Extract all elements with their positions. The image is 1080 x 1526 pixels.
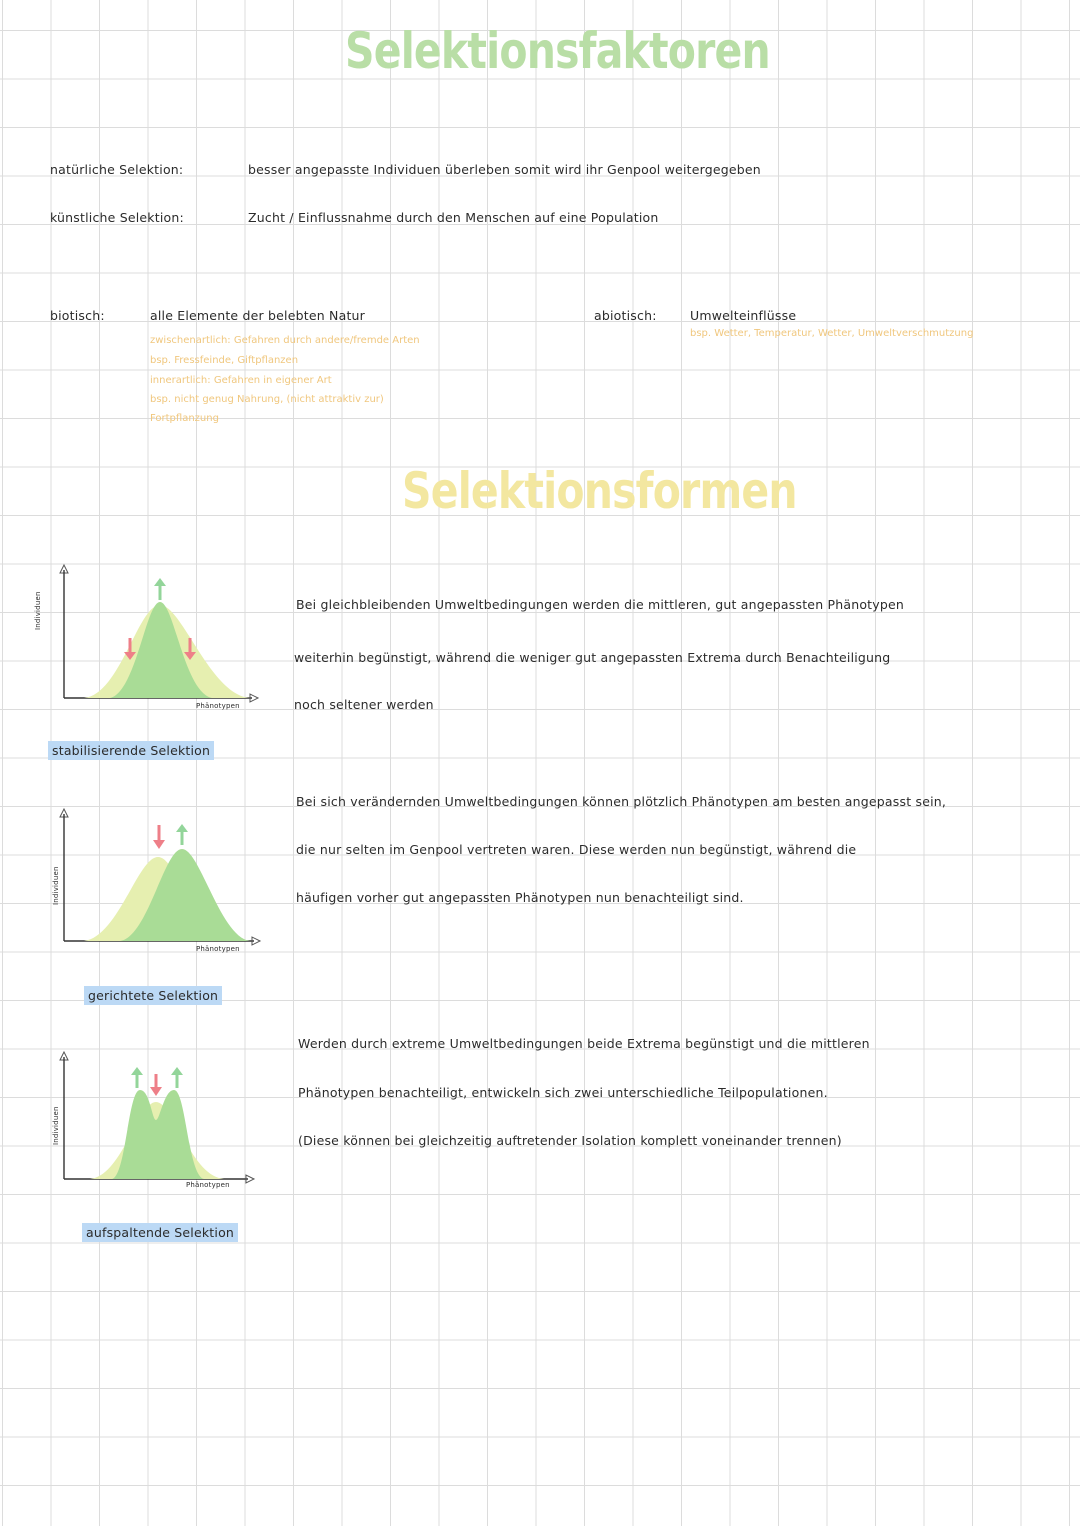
natural-selection-term: natürliche Selektion: [50,162,184,177]
down-arrow-icon [184,638,196,660]
section-title: Selektionsformen [402,462,798,520]
selection-label: stabilisierende Selektion [48,741,215,760]
abiotic-text: Umwelteinflüsse [690,308,797,323]
axis-x-arrow-icon [245,1174,256,1184]
stabilizing-graph [59,563,260,703]
up-arrow-icon [176,824,188,845]
abiotic-note: bsp. Wetter, Temperatur, Wetter, Umweltv… [690,328,974,339]
up-arrow-icon [171,1067,183,1088]
description-line: noch seltener werden [294,697,434,712]
selection-label: gerichtete Selektion [84,986,223,1005]
description-line: Bei gleichbleibenden Umweltbedingungen w… [296,597,905,612]
biotic-note-2: bsp. Fressfeinde, Giftpflanzen [150,355,299,366]
curve-after [112,1090,204,1179]
natural-selection-text: besser angepasste Individuen überleben s… [248,162,761,177]
y-axis-label: Individuen [52,1106,60,1145]
description-line: die nur selten im Genpool vertreten ware… [296,842,857,857]
description-line: Phänotypen benachteiligt, entwickeln sic… [298,1085,828,1100]
artificial-selection-text: Zucht / Einflussnahme durch den Menschen… [248,210,659,225]
description-line: weiterhin begünstigt, während die wenige… [294,650,891,665]
down-arrow-icon [150,1074,162,1096]
abiotic-term: abiotisch: [594,308,657,323]
biotic-note-5: Fortpflanzung [150,413,219,424]
y-axis-label: Individuen [52,866,60,905]
y-axis-label: Individuen [34,591,42,630]
description-line: (Diese können bei gleichzeitig auftreten… [298,1133,842,1148]
down-arrow-icon [124,638,136,660]
up-arrow-icon [154,578,166,600]
curve-after [120,849,250,941]
directional-graph [59,807,262,946]
description-line: Werden durch extreme Umweltbedingungen b… [298,1036,870,1051]
x-axis-label: Phänotypen [196,945,240,953]
biotic-note-3: innerartlich: Gefahren in eigener Art [150,375,332,386]
biotic-note-4: bsp. nicht genug Nahrung, (nicht attrakt… [150,394,384,405]
description-line: häufigen vorher gut angepassten Phänotyp… [296,890,744,905]
biotic-text: alle Elemente der belebten Natur [150,308,366,323]
curve-after [110,602,212,698]
page-title: Selektionsfaktoren [345,22,771,80]
disruptive-graph [59,1050,256,1184]
biotic-term: biotisch: [50,308,105,323]
biotic-note-1: zwischenartlich: Gefahren durch andere/f… [150,335,420,346]
selection-label: aufspaltende Selektion [82,1223,239,1242]
description-line: Bei sich verändernden Umweltbedingungen … [296,794,947,809]
down-arrow-icon [153,825,165,849]
x-axis-label: Phänotypen [196,702,240,710]
axis-x-arrow-icon [251,936,262,946]
x-axis-label: Phänotypen [186,1181,230,1189]
artificial-selection-term: künstliche Selektion: [50,210,184,225]
up-arrow-icon [131,1067,143,1088]
